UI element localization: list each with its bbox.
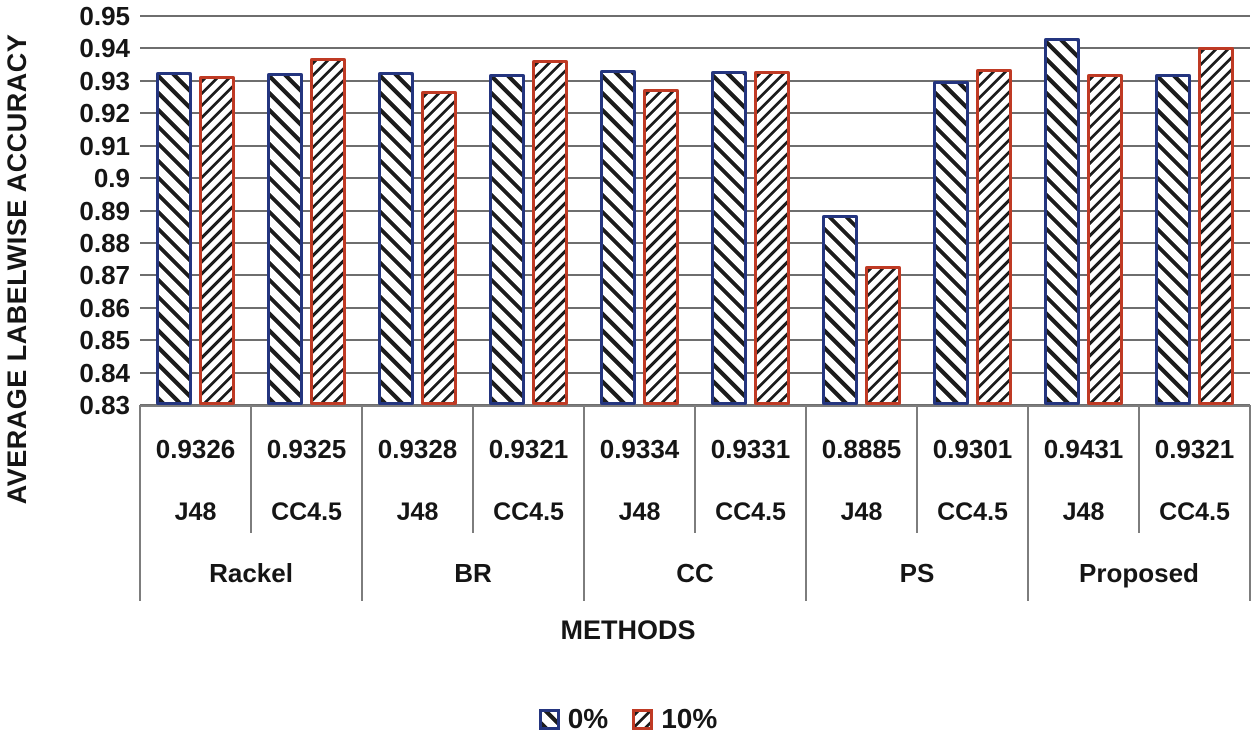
bar-0-br-j48 bbox=[378, 71, 414, 405]
table-divider bbox=[472, 405, 474, 533]
table-divider bbox=[916, 405, 918, 533]
y-tick-label-0_89: 0.89 bbox=[79, 195, 130, 226]
x-axis-title: METHODS bbox=[560, 615, 696, 645]
legend-swatch-10 bbox=[632, 708, 654, 730]
table-cell-value-br-j48: 0.9328 bbox=[377, 434, 458, 464]
y-tick-label-0_94: 0.94 bbox=[79, 33, 130, 64]
y-tick-label-0_87: 0.87 bbox=[79, 260, 130, 291]
table-cell-value-rackel-j48: 0.9326 bbox=[155, 434, 236, 464]
legend-swatch-0 bbox=[538, 708, 560, 730]
y-tick-label-0_83: 0.83 bbox=[79, 390, 130, 420]
gridline bbox=[140, 177, 1250, 180]
gridline bbox=[140, 371, 1250, 374]
table-cell-classifier-rackel-cc45: CC4.5 bbox=[271, 498, 342, 526]
y-tick-label-0_92: 0.92 bbox=[79, 98, 130, 129]
table-cell-method-cc: CC bbox=[676, 558, 714, 588]
table-cell-method-proposed: Proposed bbox=[1079, 558, 1199, 588]
table-cell-method-ps: PS bbox=[899, 558, 935, 588]
bar-10-ps-j48 bbox=[865, 265, 901, 405]
gridline bbox=[140, 144, 1250, 147]
table-cell-value-ps-cc45: 0.9301 bbox=[932, 434, 1013, 464]
bar-10-ps-cc45 bbox=[976, 69, 1012, 405]
bar-10-br-j48 bbox=[421, 90, 457, 405]
table-group-divider bbox=[1027, 405, 1029, 601]
gridline bbox=[140, 241, 1250, 244]
bar-10-proposed-cc45 bbox=[1198, 46, 1234, 405]
legend-item-10: 10% bbox=[632, 703, 717, 735]
table-group-divider bbox=[139, 405, 141, 601]
table-cell-value-proposed-cc45: 0.9321 bbox=[1154, 434, 1235, 464]
gridline bbox=[140, 274, 1250, 277]
y-tick-label-0_88: 0.88 bbox=[79, 227, 130, 258]
bar-10-rackel-cc45 bbox=[310, 58, 346, 405]
y-tick-label-0_85: 0.85 bbox=[79, 325, 130, 356]
bar-10-rackel-j48 bbox=[199, 75, 235, 405]
bar-0-ps-j48 bbox=[822, 215, 858, 405]
table-cell-classifier-proposed-j48: J48 bbox=[1062, 498, 1105, 526]
table-group-divider bbox=[805, 405, 807, 601]
table-cell-method-br: BR bbox=[454, 558, 492, 588]
bar-0-br-cc45 bbox=[489, 74, 525, 405]
gridline bbox=[140, 112, 1250, 115]
gridline bbox=[140, 79, 1250, 82]
bar-0-rackel-j48 bbox=[156, 72, 192, 405]
table-divider bbox=[694, 405, 696, 533]
bar-10-cc-j48 bbox=[643, 88, 679, 405]
y-tick-label-0_95: 0.95 bbox=[79, 1, 130, 31]
bar-10-proposed-j48 bbox=[1087, 74, 1123, 405]
table-cell-classifier-proposed-cc45: CC4.5 bbox=[1159, 498, 1230, 526]
y-tick-label-0_9: 0.9 bbox=[93, 163, 130, 194]
table-cell-classifier-cc-cc45: CC4.5 bbox=[715, 498, 786, 526]
table-cell-classifier-ps-cc45: CC4.5 bbox=[937, 498, 1008, 526]
y-tick-label-0_84: 0.84 bbox=[79, 357, 130, 388]
bar-0-rackel-cc45 bbox=[267, 72, 303, 405]
table-divider bbox=[1138, 405, 1140, 533]
gridline bbox=[140, 15, 1250, 17]
gridline bbox=[140, 209, 1250, 212]
table-group-divider bbox=[1249, 405, 1251, 601]
table-cell-classifier-cc-j48: J48 bbox=[618, 498, 661, 526]
table-cell-value-br-cc45: 0.9321 bbox=[488, 434, 569, 464]
table-cell-classifier-br-j48: J48 bbox=[396, 498, 439, 526]
table-cell-classifier-br-cc45: CC4.5 bbox=[493, 498, 564, 526]
bar-0-cc-cc45 bbox=[711, 70, 747, 405]
gridline bbox=[140, 339, 1250, 342]
table-divider bbox=[250, 405, 252, 533]
table-cell-value-rackel-cc45: 0.9325 bbox=[266, 434, 347, 464]
legend-label-10: 10% bbox=[661, 703, 718, 734]
gridline bbox=[140, 306, 1250, 309]
table-group-divider bbox=[583, 405, 585, 601]
legend: 0% 10% bbox=[0, 703, 1256, 735]
bar-0-ps-cc45 bbox=[933, 80, 969, 405]
bar-0-proposed-j48 bbox=[1044, 38, 1080, 405]
y-tick-label-0_91: 0.91 bbox=[79, 130, 130, 161]
table-cell-value-proposed-j48: 0.9431 bbox=[1043, 434, 1124, 464]
table-cell-classifier-rackel-j48: J48 bbox=[174, 498, 217, 526]
y-tick-label-0_93: 0.93 bbox=[79, 65, 130, 96]
legend-label-0: 0% bbox=[567, 703, 609, 734]
table-cell-classifier-ps-j48: J48 bbox=[840, 498, 883, 526]
legend-item-0: 0% bbox=[538, 703, 609, 735]
table-group-divider bbox=[361, 405, 363, 601]
bar-0-cc-j48 bbox=[600, 69, 636, 405]
table-cell-method-rackel: Rackel bbox=[209, 558, 293, 588]
table-cell-value-cc-j48: 0.9334 bbox=[599, 434, 680, 464]
bar-10-cc-cc45 bbox=[754, 71, 790, 405]
gridline bbox=[140, 47, 1250, 50]
bar-10-br-cc45 bbox=[532, 59, 568, 405]
y-tick-label-0_86: 0.86 bbox=[79, 292, 130, 323]
table-cell-value-cc-cc45: 0.9331 bbox=[710, 434, 791, 464]
table-cell-value-ps-j48: 0.8885 bbox=[821, 434, 902, 464]
bar-0-proposed-cc45 bbox=[1155, 74, 1191, 405]
